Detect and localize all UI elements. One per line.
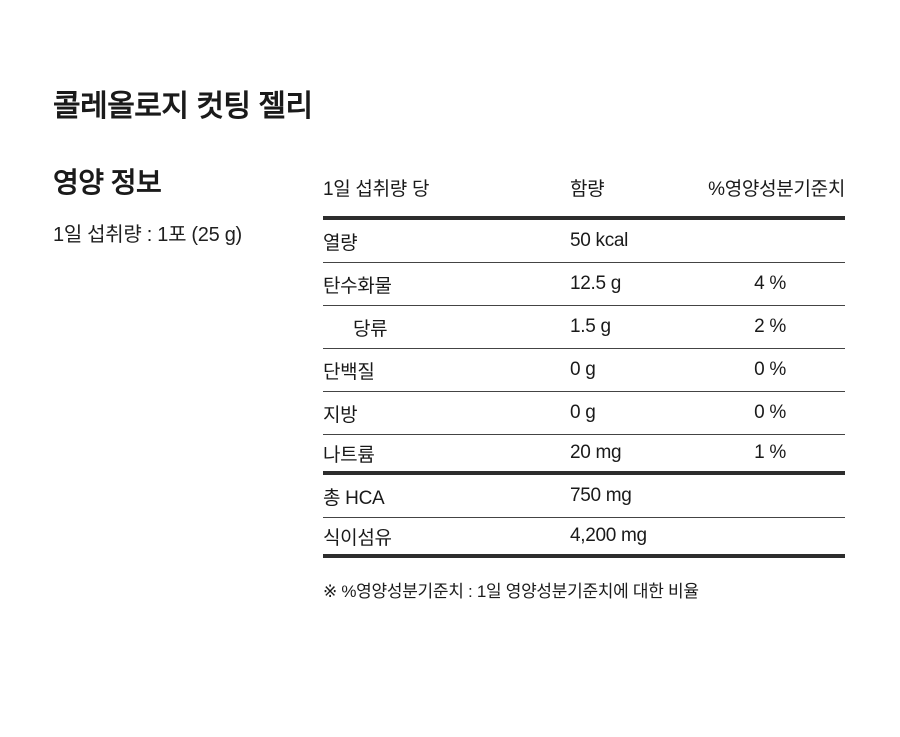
row-daily-value: 0 %: [754, 359, 786, 380]
footnote: ※ %영양성분기준치 : 1일 영양성분기준치에 대한 비율: [323, 582, 699, 601]
row-daily-value: 2 %: [754, 316, 786, 337]
column-header-amount: 함량: [570, 179, 605, 200]
row-amount: 0 g: [570, 402, 596, 423]
row-daily-value: 1 %: [754, 442, 786, 463]
row-label: 나트륨: [323, 444, 375, 466]
row-amount: 750 mg: [570, 485, 632, 506]
table-row-sugars: 당류 1.5 g 2 %: [323, 306, 845, 349]
row-label: 총 HCA: [323, 487, 385, 509]
column-header-per-serving: 1일 섭취량 당: [323, 179, 430, 200]
table-row-calories: 열량 50 kcal: [323, 220, 845, 263]
row-amount: 12.5 g: [570, 273, 622, 294]
nutrition-table: 1일 섭취량 당 함량 %영양성분기준치 열량 50 kcal 탄수화물 12.…: [323, 164, 845, 602]
row-daily-value: 4 %: [754, 273, 786, 294]
row-amount: 50 kcal: [570, 230, 629, 251]
row-label: 탄수화물: [323, 275, 392, 297]
table-row-fat: 지방 0 g 0 %: [323, 392, 845, 435]
row-amount: 1.5 g: [570, 316, 611, 337]
nutrition-info-header: 영양 정보 1일 섭취량 : 1포 (25 g): [53, 166, 242, 247]
column-header-daily-value: %영양성분기준치: [708, 179, 845, 200]
row-amount: 0 g: [570, 359, 596, 380]
table-row-protein: 단백질 0 g 0 %: [323, 349, 845, 392]
row-amount: 4,200 mg: [570, 525, 647, 546]
row-amount: 20 mg: [570, 442, 622, 463]
row-daily-value: 0 %: [754, 402, 786, 423]
row-label: 식이섬유: [323, 527, 392, 549]
section-title: 영양 정보: [53, 167, 162, 198]
row-label: 열량: [323, 232, 358, 254]
product-title: 콜레올로지 컷팅 젤리: [53, 90, 313, 123]
row-label: 지방: [323, 404, 358, 426]
table-row-dietary-fiber: 식이섬유 4,200 mg: [323, 518, 845, 558]
table-row-sodium: 나트륨 20 mg 1 %: [323, 435, 845, 475]
table-row-carbohydrate: 탄수화물 12.5 g 4 %: [323, 263, 845, 306]
table-row-total-hca: 총 HCA 750 mg: [323, 475, 845, 518]
row-label: 당류: [353, 318, 388, 340]
row-label: 단백질: [323, 361, 375, 383]
table-header-row: 1일 섭취량 당 함량 %영양성분기준치: [323, 164, 845, 220]
serving-size-text: 1일 섭취량 : 1포 (25 g): [53, 224, 242, 246]
